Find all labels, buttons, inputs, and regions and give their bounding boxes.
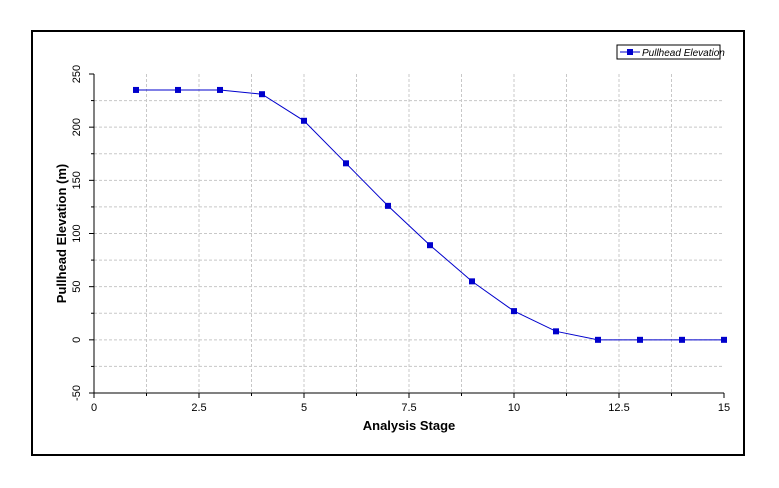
- data-point-marker: [385, 202, 391, 209]
- x-tick-label: 7.5: [401, 402, 416, 414]
- data-point-marker: [427, 242, 433, 249]
- y-tick-label: 50: [71, 281, 83, 293]
- y-tick-label: 0: [71, 337, 83, 343]
- grid-lines: [94, 74, 724, 393]
- data-point-marker: [217, 86, 223, 93]
- y-tick-label: 250: [71, 65, 83, 83]
- legend-label: Pullhead Elevation: [642, 48, 725, 59]
- data-point-marker: [343, 160, 349, 167]
- legend-box: [616, 44, 721, 60]
- x-tick-label: 12.5: [608, 402, 629, 414]
- legend: Pullhead Elevation: [616, 44, 725, 60]
- y-tick-labels: -50 0 50 100 150 200 250: [71, 65, 83, 401]
- y-tick-label: 150: [71, 171, 83, 189]
- data-point-marker: [721, 336, 727, 343]
- axes: [89, 73, 725, 398]
- data-point-marker: [301, 117, 307, 124]
- data-point-marker: [259, 91, 265, 98]
- x-tick-label: 15: [718, 402, 730, 414]
- data-point-marker: [553, 328, 559, 335]
- data-point-marker: [637, 336, 643, 343]
- x-tick-label: 2.5: [191, 402, 206, 414]
- x-axis-title: Analysis Stage: [363, 418, 456, 433]
- data-point-marker: [133, 86, 139, 93]
- x-tick-label: 10: [508, 402, 520, 414]
- y-tick-label: 100: [71, 224, 83, 242]
- data-point-marker: [469, 278, 475, 285]
- legend-marker-swatch: [627, 49, 633, 55]
- x-tick-labels: 0 2.5 5 7.5 10 12.5 15: [91, 402, 730, 414]
- data-point-marker: [595, 336, 601, 343]
- y-tick-label: 200: [71, 118, 83, 136]
- y-tick-label: -50: [71, 385, 83, 401]
- data-point-marker: [511, 308, 517, 315]
- data-point-marker: [175, 86, 181, 93]
- series-layer: [133, 86, 727, 343]
- data-point-marker: [679, 336, 685, 343]
- x-tick-label: 5: [301, 402, 307, 414]
- y-axis-title: Pullhead Elevation (m): [54, 164, 69, 303]
- x-tick-label: 0: [91, 402, 97, 414]
